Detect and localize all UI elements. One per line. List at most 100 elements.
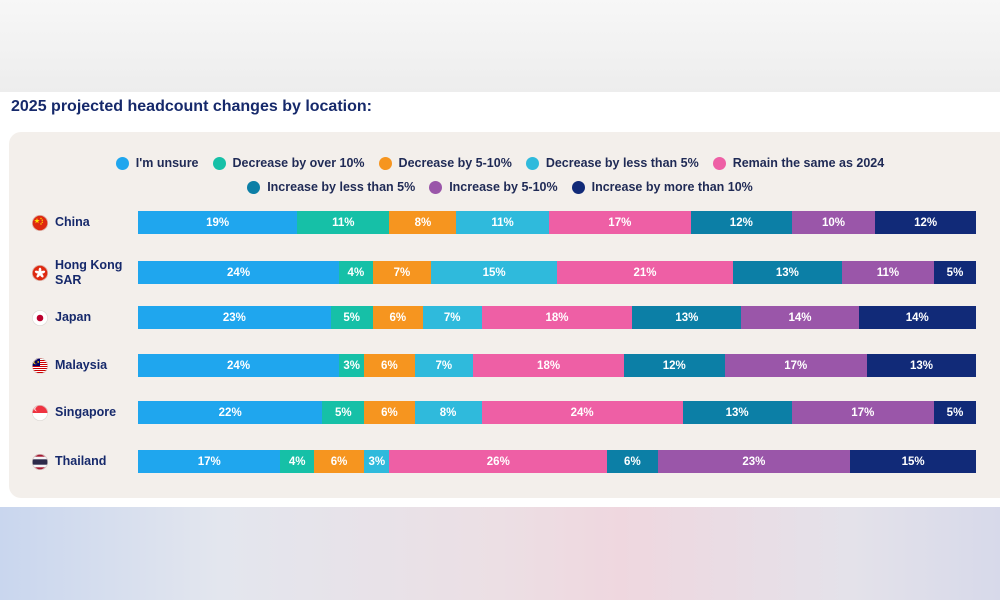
stacked-bar-hong-kong-sar: 24% 4% 7% 15% 21% 13% 11% 5% <box>138 261 976 284</box>
bar-segment-remain-the-same-as-2024: 18% <box>473 354 624 377</box>
row-label-thailand: Thailand <box>32 444 106 479</box>
bar-segment-increase-by-more-than-10: 13% <box>866 354 976 377</box>
singapore-flag-icon <box>32 404 55 421</box>
data-label: 14% <box>905 311 929 324</box>
data-label: 6% <box>381 359 398 372</box>
legend-item-increase-by-5-10: Increase by 5-10% <box>429 180 558 194</box>
bar-segment-i-m-unsure: 24% <box>138 354 340 377</box>
legend-row-1: I'm unsure Decrease by over 10% Decrease b… <box>0 156 1000 170</box>
bar-segment-increase-by-less-than-5: 12% <box>691 211 792 234</box>
bar-segment-decrease-by-over-10: 5% <box>322 401 365 424</box>
bar-segment-decrease-by-5-10: 6% <box>372 306 423 329</box>
data-label: 24% <box>570 406 594 419</box>
legend-item-remain-the-same-as-2024: Remain the same as 2024 <box>712 156 885 170</box>
data-label: 10% <box>821 216 845 229</box>
data-label: 4% <box>347 266 365 279</box>
legend-swatch <box>571 180 585 194</box>
bar-segment-decrease-by-5-10: 7% <box>372 261 432 284</box>
legend-item-increase-by-more-than-10: Increase by more than 10% <box>571 180 753 194</box>
country-name: Hong Kong SAR <box>55 257 123 287</box>
data-label: 3% <box>368 455 386 468</box>
data-label: 5% <box>343 311 360 324</box>
data-label: 17% <box>784 359 808 372</box>
data-label: 6% <box>389 311 407 324</box>
legend-swatch <box>378 156 392 170</box>
data-label: 23% <box>222 311 246 324</box>
legend-label: Decrease by 5-10% <box>398 156 512 170</box>
hong-kong-flag-icon <box>32 264 55 281</box>
data-label: 5% <box>946 406 964 419</box>
bar-segment-increase-by-more-than-10: 15% <box>850 450 976 473</box>
data-label: 12% <box>729 216 753 229</box>
legend-label: Increase by more than 10% <box>591 180 753 194</box>
bar-segment-increase-by-less-than-5: 13% <box>732 261 842 284</box>
data-label: 15% <box>482 266 506 279</box>
bar-segment-decrease-by-less-than-5: 7% <box>422 306 482 329</box>
legend-swatch <box>115 156 129 170</box>
country-name: Japan <box>55 310 92 324</box>
data-label: 19% <box>206 216 230 229</box>
china-flag-icon <box>32 214 55 231</box>
bar-segment-increase-by-more-than-10: 5% <box>934 261 976 284</box>
bar-segment-decrease-by-less-than-5: 11% <box>456 211 549 234</box>
data-label: 11% <box>491 216 514 229</box>
data-label: 5% <box>334 406 352 419</box>
data-label: 8% <box>439 406 457 419</box>
bar-segment-decrease-by-less-than-5: 7% <box>414 354 474 377</box>
data-label: 18% <box>545 311 569 324</box>
bar-segment-decrease-by-over-10: 4% <box>339 261 373 284</box>
bar-segment-increase-by-less-than-5: 13% <box>632 306 742 329</box>
bar-segment-i-m-unsure: 23% <box>138 306 331 329</box>
bar-segment-decrease-by-less-than-5: 8% <box>414 401 482 424</box>
bar-segment-increase-by-5-10: 17% <box>724 354 867 377</box>
country-name: Thailand <box>55 454 107 468</box>
bar-segment-decrease-by-less-than-5: 15% <box>431 261 557 284</box>
bar-segment-i-m-unsure: 22% <box>138 401 323 424</box>
bar-segment-increase-by-less-than-5: 13% <box>682 401 792 424</box>
data-label: 13% <box>725 406 749 419</box>
row-label-hong-kong-sar: Hong Kong SAR <box>32 255 127 290</box>
legend-item-decrease-by-5-10: Decrease by 5-10% <box>378 156 512 170</box>
data-label: 3% <box>343 359 360 372</box>
thailand-flag-icon <box>32 453 55 470</box>
data-label: 7% <box>435 359 453 372</box>
legend-label: Decrease by over 10% <box>232 156 365 170</box>
data-label: 11% <box>332 216 355 229</box>
data-label: 14% <box>788 311 812 324</box>
country-name: China <box>55 215 90 229</box>
legend-label: I'm unsure <box>135 156 199 170</box>
legend-swatch <box>712 156 726 170</box>
legend-label: Remain the same as 2024 <box>732 156 885 170</box>
bar-segment-decrease-by-less-than-5: 3% <box>364 450 390 473</box>
data-label: 4% <box>288 455 306 468</box>
bar-segment-decrease-by-over-10: 5% <box>330 306 373 329</box>
bar-segment-decrease-by-5-10: 8% <box>389 211 457 234</box>
data-label: 17% <box>851 406 875 419</box>
data-label: 6% <box>381 406 398 419</box>
bar-segment-i-m-unsure: 19% <box>138 211 298 234</box>
bar-segment-increase-by-more-than-10: 5% <box>934 401 976 424</box>
bar-segment-increase-by-5-10: 23% <box>657 450 851 473</box>
data-label: 18% <box>537 359 561 372</box>
row-label-japan: Japan <box>32 300 91 335</box>
legend-item-decrease-by-less-than-5: Decrease by less than 5% <box>525 156 699 170</box>
data-label: 7% <box>443 311 461 324</box>
row-label-singapore: Singapore <box>32 395 116 430</box>
data-label: 15% <box>901 455 925 468</box>
legend-row-2: Increase by less than 5% Increase by 5-10… <box>0 180 1000 194</box>
bar-segment-remain-the-same-as-2024: 18% <box>481 306 633 329</box>
legend-swatch <box>247 180 261 194</box>
top-background-band <box>0 0 1000 92</box>
bar-segment-increase-by-less-than-5: 6% <box>607 450 658 473</box>
bar-segment-increase-by-5-10: 17% <box>791 401 935 424</box>
data-label: 12% <box>914 216 938 229</box>
data-label: 6% <box>624 455 641 468</box>
bar-segment-increase-by-less-than-5: 12% <box>623 354 725 377</box>
bar-segment-remain-the-same-as-2024: 26% <box>389 450 608 473</box>
bar-segment-i-m-unsure: 17% <box>138 450 281 473</box>
data-label: 13% <box>909 359 933 372</box>
bar-segment-remain-the-same-as-2024: 24% <box>481 401 683 424</box>
bar-segment-remain-the-same-as-2024: 21% <box>556 261 733 284</box>
bar-segment-increase-by-more-than-10: 12% <box>875 211 976 234</box>
legend-item-decrease-by-over-10: Decrease by over 10% <box>212 156 365 170</box>
